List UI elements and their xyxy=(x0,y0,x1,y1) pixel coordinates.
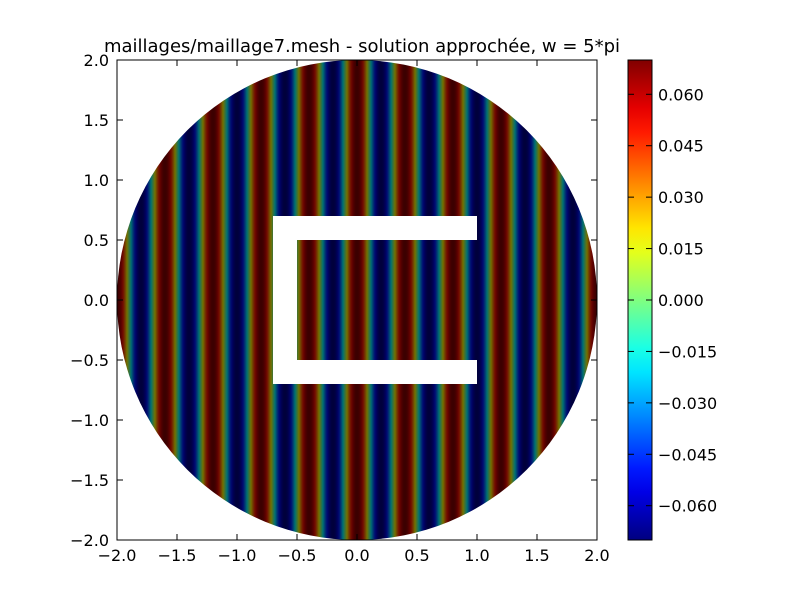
x-tick-label: 1.0 xyxy=(464,546,489,565)
y-tick-label: 2.0 xyxy=(84,51,109,70)
colorbar-tick-label: 0.060 xyxy=(658,85,704,104)
colorbar-tick-label: −0.060 xyxy=(658,497,717,516)
x-tick-label: −1.0 xyxy=(218,546,257,565)
y-tick-label: 1.0 xyxy=(84,171,109,190)
colorbar-tick-label: −0.015 xyxy=(658,342,717,361)
colorbar-tick-label: −0.045 xyxy=(658,445,717,464)
x-tick-label: 0.5 xyxy=(404,546,429,565)
x-tick-label: −1.5 xyxy=(158,546,197,565)
y-tick-label: −0.5 xyxy=(70,351,109,370)
x-tick-label: 2.0 xyxy=(584,546,609,565)
x-tick-label: −0.5 xyxy=(278,546,317,565)
field-surface xyxy=(117,60,597,540)
colorbar-tick-label: 0.030 xyxy=(658,188,704,207)
colorbar-tick-label: −0.030 xyxy=(658,394,717,413)
colorbar-ticks: 0.060 0.045 0.030 0.015 0.000 −0.015 −0.030 −0.… xyxy=(628,85,717,516)
field-disk xyxy=(117,60,597,540)
y-axis-ticks: 2.0 1.5 1.0 0.5 0.0 −0.5 −1.0 −1.5 −2.0 xyxy=(70,51,597,550)
x-tick-label: −2.0 xyxy=(98,546,137,565)
x-tick-label: 1.5 xyxy=(524,546,549,565)
x-axis-ticks: −2.0 −1.5 −1.0 −0.5 0.0 0.5 1.0 1.5 2.0 xyxy=(98,60,610,565)
plot-area: −2.0 −1.5 −1.0 −0.5 0.0 0.5 1.0 1.5 2.0 2.0 1.5 1.… xyxy=(70,51,610,565)
colorbar: 0.060 0.045 0.030 0.015 0.000 −0.015 −0.030 −0.… xyxy=(627,59,717,541)
domain-hole xyxy=(273,216,477,384)
colorbar-tick-label: 0.045 xyxy=(658,137,704,156)
colorbar-tick-label: 0.015 xyxy=(658,240,704,259)
chart-title: maillages/maillage7.mesh - solution appr… xyxy=(104,36,620,57)
y-tick-label: 1.5 xyxy=(84,111,109,130)
y-tick-label: −1.0 xyxy=(70,411,109,430)
x-tick-label: 0.0 xyxy=(344,546,369,565)
y-tick-label: −1.5 xyxy=(70,471,109,490)
y-tick-label: 0.0 xyxy=(84,291,109,310)
y-tick-label: −2.0 xyxy=(70,531,109,550)
y-tick-label: 0.5 xyxy=(84,231,109,250)
colorbar-tick-label: 0.000 xyxy=(658,291,704,310)
